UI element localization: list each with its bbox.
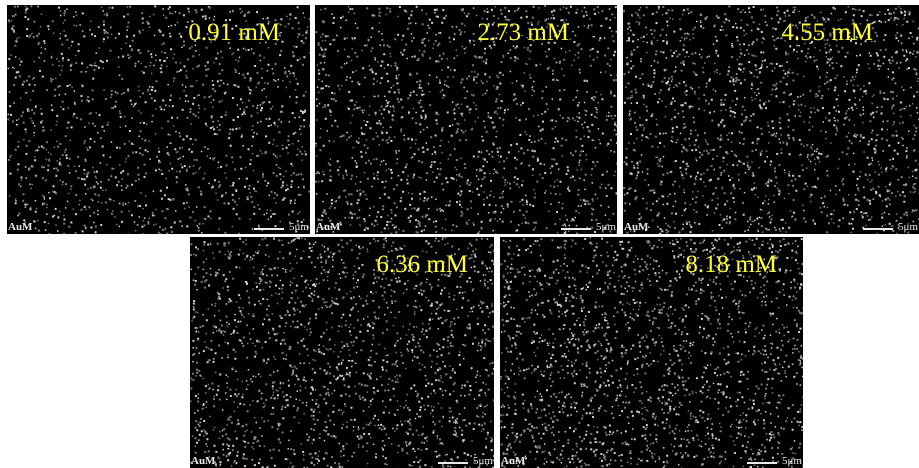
map-panel: 0.91 mM AuM 5μm <box>7 5 310 234</box>
scale-label: 5μm <box>596 221 616 233</box>
concentration-label: 4.55 mM <box>781 19 873 47</box>
concentration-label: 6.36 mM <box>376 251 468 279</box>
scale-bar <box>254 228 284 230</box>
scale-label: 5μm <box>473 455 493 467</box>
concentration-label: 0.91 mM <box>188 19 280 47</box>
scale-bar <box>438 462 468 464</box>
signal-dots <box>315 5 617 234</box>
element-label: AuM <box>191 455 215 467</box>
signal-dots <box>624 6 919 234</box>
signal-dots <box>623 5 919 234</box>
map-panel: 6.36 mM AuM 5μm <box>190 237 494 468</box>
element-label: AuM <box>316 221 340 233</box>
map-panel: 8.18 mM AuM 5μm <box>500 237 803 468</box>
element-label: AuM <box>501 455 525 467</box>
map-panel: 2.73 mM AuM 5μm <box>315 5 617 234</box>
scale-label: 5μm <box>898 221 918 233</box>
scale-bar <box>747 462 777 464</box>
element-label: AuM <box>8 221 32 233</box>
signal-dots <box>315 6 617 234</box>
scale-bar <box>863 228 893 230</box>
scale-label: 5μm <box>289 221 309 233</box>
dot-map <box>315 5 617 234</box>
element-label: AuM <box>624 221 648 233</box>
concentration-label: 2.73 mM <box>477 19 569 47</box>
scale-bar <box>561 228 591 230</box>
concentration-label: 8.18 mM <box>685 251 777 279</box>
scale-label: 5μm <box>782 455 802 467</box>
map-panel: 4.55 mM AuM 5μm <box>623 5 919 234</box>
figure: 0.91 mM AuM 5μm 2.73 mM AuM 5μm 4.55 mM … <box>0 0 919 468</box>
dot-map <box>623 5 919 234</box>
